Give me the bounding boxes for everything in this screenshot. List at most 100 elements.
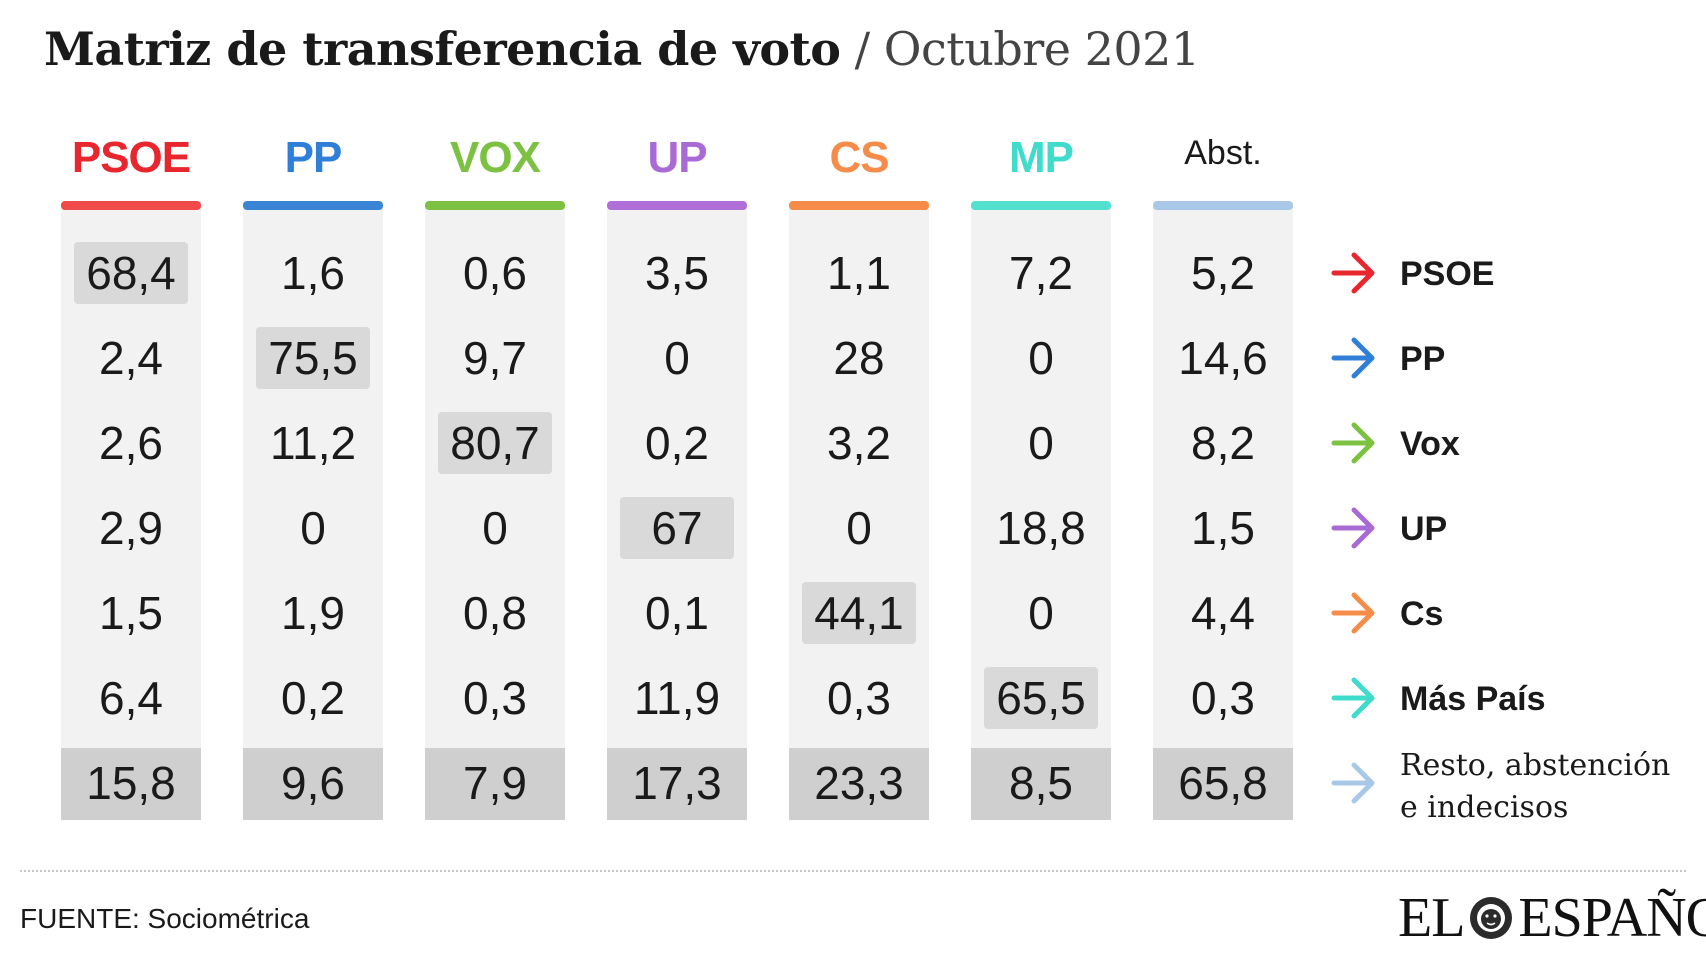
matrix-cell: 11,9 <box>634 672 720 724</box>
column-header-3: UP <box>647 133 706 182</box>
arrow-right-icon <box>1331 252 1375 294</box>
matrix-cell: 6,4 <box>99 672 163 724</box>
column-bar-5 <box>971 201 1111 210</box>
column-bg-2 <box>425 206 565 820</box>
matrix-cell: 1,1 <box>827 247 891 299</box>
row-label: Vox <box>1400 425 1460 463</box>
matrix-cell: 3,5 <box>645 247 709 299</box>
arrow-right-icon <box>1331 677 1375 719</box>
logo-text-espanol: ESPAÑOL <box>1518 887 1706 949</box>
total-cell-bg <box>243 748 383 820</box>
matrix-cell: 2,4 <box>99 332 163 384</box>
source-note: FUENTE: Sociométrica <box>20 903 310 934</box>
matrix-cell: 0 <box>664 332 690 384</box>
diagonal-highlight <box>74 242 188 304</box>
matrix-cell: 4,4 <box>1191 587 1255 639</box>
matrix-cell: 0,3 <box>1191 672 1255 724</box>
row-label: UP <box>1400 510 1447 548</box>
arrow-right-icon <box>1331 337 1375 379</box>
row-label: Resto, abstención <box>1400 748 1670 783</box>
matrix-cell: 0,3 <box>463 672 527 724</box>
total-cell-bg <box>1153 748 1293 820</box>
diagonal-highlight <box>256 327 370 389</box>
row-label: PSOE <box>1400 255 1494 293</box>
title-separator: / <box>854 22 871 76</box>
matrix-cell: 0,1 <box>645 587 709 639</box>
footer-divider <box>20 870 1686 872</box>
matrix-cell: 0,6 <box>463 247 527 299</box>
arrow-right-icon <box>1331 762 1375 804</box>
total-cell-bg <box>61 748 201 820</box>
column-bar-3 <box>607 201 747 210</box>
matrix-cell: 65,5 <box>996 672 1086 724</box>
total-cell-bg <box>425 748 565 820</box>
row-label: PP <box>1400 340 1445 378</box>
matrix-cell: 2,9 <box>99 502 163 554</box>
matrix-cell: 65,8 <box>1178 757 1268 809</box>
matrix-cell: 7,2 <box>1009 247 1073 299</box>
transfer-matrix: PSOE PP VOX UP CS MP Abst. 68,4 1,6 0,6 3,5 1,1 7,2 5… <box>61 133 1670 825</box>
matrix-cell: 0,8 <box>463 587 527 639</box>
diagonal-highlight <box>984 667 1098 729</box>
column-header-5: MP <box>1009 133 1073 182</box>
total-cell-bg <box>607 748 747 820</box>
row-label: e indecisos <box>1400 790 1568 825</box>
matrix-cell: 28 <box>833 332 884 384</box>
lion-icon <box>1470 897 1513 939</box>
matrix-cell: 0,2 <box>281 672 345 724</box>
column-bar-1 <box>243 201 383 210</box>
column-bar-4 <box>789 201 929 210</box>
column-header-4: CS <box>829 133 888 182</box>
matrix-cell: 44,1 <box>814 587 904 639</box>
matrix-cell: 0,2 <box>645 417 709 469</box>
matrix-cell: 11,2 <box>270 417 356 469</box>
column-header-2: VOX <box>450 133 541 182</box>
column-header-6: Abst. <box>1184 134 1261 172</box>
matrix-cell: 0,3 <box>827 672 891 724</box>
matrix-cell: 1,5 <box>99 587 163 639</box>
diagonal-highlight <box>620 497 734 559</box>
arrow-right-icon <box>1331 422 1375 464</box>
column-bg-4 <box>789 206 929 820</box>
column-bar-0 <box>61 201 201 210</box>
column-header-1: PP <box>285 133 342 182</box>
diagonal-highlight <box>802 582 916 644</box>
matrix-cell: 0 <box>482 502 508 554</box>
matrix-cell: 0 <box>1028 587 1054 639</box>
title-date: Octubre 2021 <box>883 22 1200 76</box>
chart-title: Matriz de transferencia de voto / Octubr… <box>44 22 1200 76</box>
matrix-cell: 68,4 <box>86 247 176 299</box>
matrix-cell: 0 <box>300 502 326 554</box>
row-label: Más País <box>1400 680 1546 718</box>
matrix-cell: 5,2 <box>1191 247 1255 299</box>
matrix-cell: 8,2 <box>1191 417 1255 469</box>
column-bar-2 <box>425 201 565 210</box>
matrix-cell: 80,7 <box>450 417 540 469</box>
matrix-cell: 0 <box>846 502 872 554</box>
matrix-cell: 0 <box>1028 417 1054 469</box>
column-bg-6 <box>1153 206 1293 820</box>
matrix-cell: 1,6 <box>281 247 345 299</box>
column-bar-6 <box>1153 201 1293 210</box>
matrix-cell: 75,5 <box>268 332 358 384</box>
matrix-cell: 1,9 <box>281 587 345 639</box>
matrix-cell: 15,8 <box>86 757 176 809</box>
matrix-cell: 0 <box>1028 332 1054 384</box>
column-bg-1 <box>243 206 383 820</box>
logo-text-el: EL <box>1398 887 1465 949</box>
arrow-right-icon <box>1331 592 1375 634</box>
matrix-cell: 2,6 <box>99 417 163 469</box>
title-main: Matriz de transferencia de voto <box>44 22 841 76</box>
arrow-right-icon <box>1331 507 1375 549</box>
matrix-cell: 7,9 <box>463 757 527 809</box>
matrix-cell: 67 <box>651 502 702 554</box>
el-espanol-logo: EL ESPAÑOL <box>1398 887 1706 949</box>
matrix-cell: 14,6 <box>1178 332 1268 384</box>
diagonal-highlight <box>438 412 552 474</box>
matrix-cell: 9,6 <box>281 757 345 809</box>
matrix-cell: 9,7 <box>463 332 527 384</box>
column-header-0: PSOE <box>72 133 190 182</box>
column-bg-0 <box>61 206 201 820</box>
total-cell-bg <box>971 748 1111 820</box>
matrix-cell: 1,5 <box>1191 502 1255 554</box>
